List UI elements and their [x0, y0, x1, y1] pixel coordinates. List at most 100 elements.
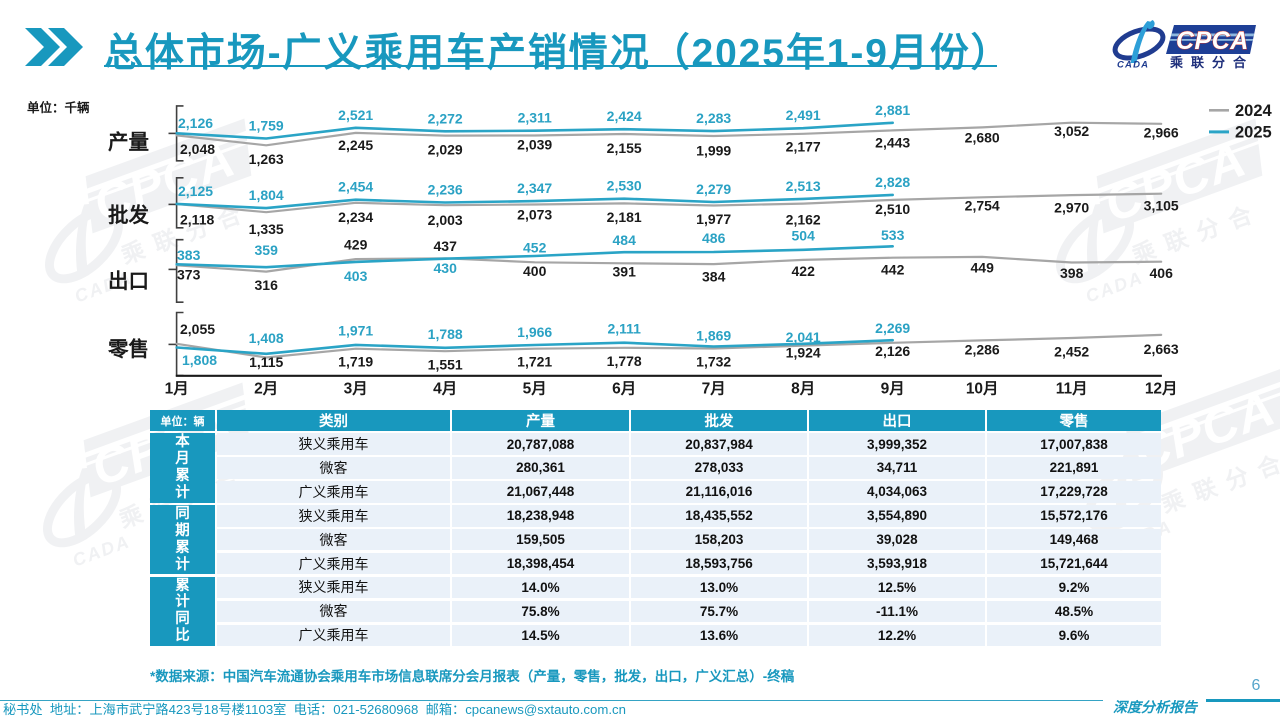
svg-text:452: 452	[523, 240, 547, 256]
svg-text:449: 449	[971, 260, 995, 276]
svg-text:2,510: 2,510	[875, 201, 910, 217]
svg-text:2,245: 2,245	[338, 137, 373, 153]
svg-text:2,041: 2,041	[786, 329, 821, 345]
svg-text:1,966: 1,966	[517, 324, 552, 340]
svg-text:486: 486	[702, 230, 726, 246]
svg-text:1,263: 1,263	[249, 151, 284, 167]
svg-text:2,311: 2,311	[518, 110, 552, 126]
svg-text:2,236: 2,236	[428, 182, 463, 198]
svg-text:442: 442	[881, 262, 905, 278]
svg-text:2,039: 2,039	[517, 136, 552, 152]
svg-text:CADA: CADA	[1117, 60, 1149, 71]
svg-text:2,234: 2,234	[338, 209, 373, 225]
svg-text:1,971: 1,971	[338, 323, 373, 339]
svg-text:403: 403	[344, 268, 368, 284]
svg-text:2,443: 2,443	[875, 135, 910, 151]
svg-text:1,408: 1,408	[249, 330, 284, 346]
svg-text:437: 437	[434, 238, 458, 254]
svg-text:2,162: 2,162	[786, 211, 821, 227]
svg-text:1,721: 1,721	[517, 354, 552, 370]
svg-text:2,279: 2,279	[696, 181, 731, 197]
svg-text:1,999: 1,999	[696, 142, 731, 158]
svg-text:429: 429	[344, 236, 368, 252]
svg-text:384: 384	[702, 268, 726, 284]
svg-text:CPCA: CPCA	[1176, 27, 1249, 55]
svg-text:1,335: 1,335	[249, 221, 284, 237]
svg-text:2,663: 2,663	[1144, 341, 1179, 357]
svg-text:2,177: 2,177	[786, 139, 821, 155]
svg-text:2,452: 2,452	[1054, 344, 1089, 360]
svg-text:359: 359	[255, 242, 279, 258]
svg-text:3月: 3月	[344, 380, 368, 398]
svg-text:2,269: 2,269	[875, 320, 910, 336]
svg-text:12月: 12月	[1145, 380, 1178, 398]
svg-text:11月: 11月	[1056, 380, 1088, 398]
svg-text:1,732: 1,732	[696, 354, 731, 370]
svg-text:504: 504	[792, 228, 816, 244]
svg-text:6月: 6月	[612, 380, 636, 398]
svg-text:1,804: 1,804	[249, 187, 284, 203]
svg-text:2,118: 2,118	[180, 211, 214, 227]
svg-text:2,347: 2,347	[517, 180, 552, 196]
svg-text:出口: 出口	[108, 269, 149, 293]
svg-text:2,283: 2,283	[696, 110, 731, 126]
svg-text:422: 422	[792, 263, 816, 279]
svg-text:2,048: 2,048	[180, 141, 215, 157]
svg-text:1,924: 1,924	[786, 344, 821, 360]
svg-text:1,115: 1,115	[249, 354, 283, 370]
svg-text:2月: 2月	[254, 380, 278, 398]
svg-text:单位：千辆: 单位：千辆	[27, 100, 90, 115]
svg-text:373: 373	[177, 267, 201, 283]
svg-text:3,105: 3,105	[1144, 198, 1179, 214]
svg-text:2,003: 2,003	[428, 212, 463, 228]
svg-text:2,181: 2,181	[607, 209, 642, 225]
svg-text:533: 533	[881, 227, 905, 243]
svg-text:2,286: 2,286	[965, 341, 1000, 357]
svg-text:400: 400	[523, 263, 547, 279]
svg-text:2,513: 2,513	[786, 178, 821, 194]
svg-text:1月: 1月	[165, 380, 189, 398]
svg-text:2,454: 2,454	[338, 179, 373, 195]
svg-text:5月: 5月	[523, 380, 547, 398]
svg-text:1,869: 1,869	[696, 328, 731, 344]
svg-text:4月: 4月	[433, 380, 457, 398]
svg-text:2,966: 2,966	[1144, 125, 1179, 141]
svg-text:2,491: 2,491	[786, 107, 821, 123]
svg-text:零售: 零售	[107, 337, 149, 361]
svg-text:2,055: 2,055	[180, 321, 215, 337]
svg-text:2,126: 2,126	[875, 343, 910, 359]
svg-text:2,828: 2,828	[875, 174, 910, 190]
svg-text:391: 391	[613, 264, 637, 280]
svg-text:2,754: 2,754	[965, 198, 1000, 214]
svg-text:批发: 批发	[108, 203, 149, 227]
svg-text:1,808: 1,808	[182, 352, 217, 368]
svg-text:316: 316	[255, 277, 279, 293]
svg-text:10月: 10月	[966, 380, 999, 398]
svg-text:3,052: 3,052	[1054, 123, 1089, 139]
svg-text:2025: 2025	[1235, 124, 1272, 142]
svg-text:9月: 9月	[881, 380, 905, 398]
svg-text:2,881: 2,881	[875, 102, 910, 118]
svg-text:406: 406	[1150, 265, 1174, 281]
svg-text:2,029: 2,029	[428, 141, 463, 157]
svg-text:2,111: 2,111	[607, 321, 641, 337]
svg-text:383: 383	[177, 247, 201, 263]
svg-text:2,680: 2,680	[965, 130, 1000, 146]
svg-text:2,530: 2,530	[607, 178, 642, 194]
svg-text:430: 430	[434, 260, 458, 276]
svg-text:2024: 2024	[1235, 102, 1273, 120]
svg-text:2,970: 2,970	[1054, 199, 1089, 215]
svg-text:2,126: 2,126	[178, 115, 213, 131]
svg-text:484: 484	[613, 232, 637, 248]
svg-text:产量: 产量	[108, 130, 149, 154]
svg-text:1,977: 1,977	[696, 211, 731, 227]
svg-text:2,125: 2,125	[178, 183, 213, 199]
svg-text:乘联分合: 乘联分合	[1169, 55, 1254, 70]
svg-text:1,551: 1,551	[428, 357, 463, 373]
svg-text:8月: 8月	[791, 380, 815, 398]
svg-text:2,073: 2,073	[517, 207, 552, 223]
svg-text:1,778: 1,778	[607, 353, 642, 369]
svg-text:1,788: 1,788	[428, 326, 463, 342]
svg-text:2,424: 2,424	[607, 108, 642, 124]
svg-text:1,759: 1,759	[249, 118, 284, 134]
